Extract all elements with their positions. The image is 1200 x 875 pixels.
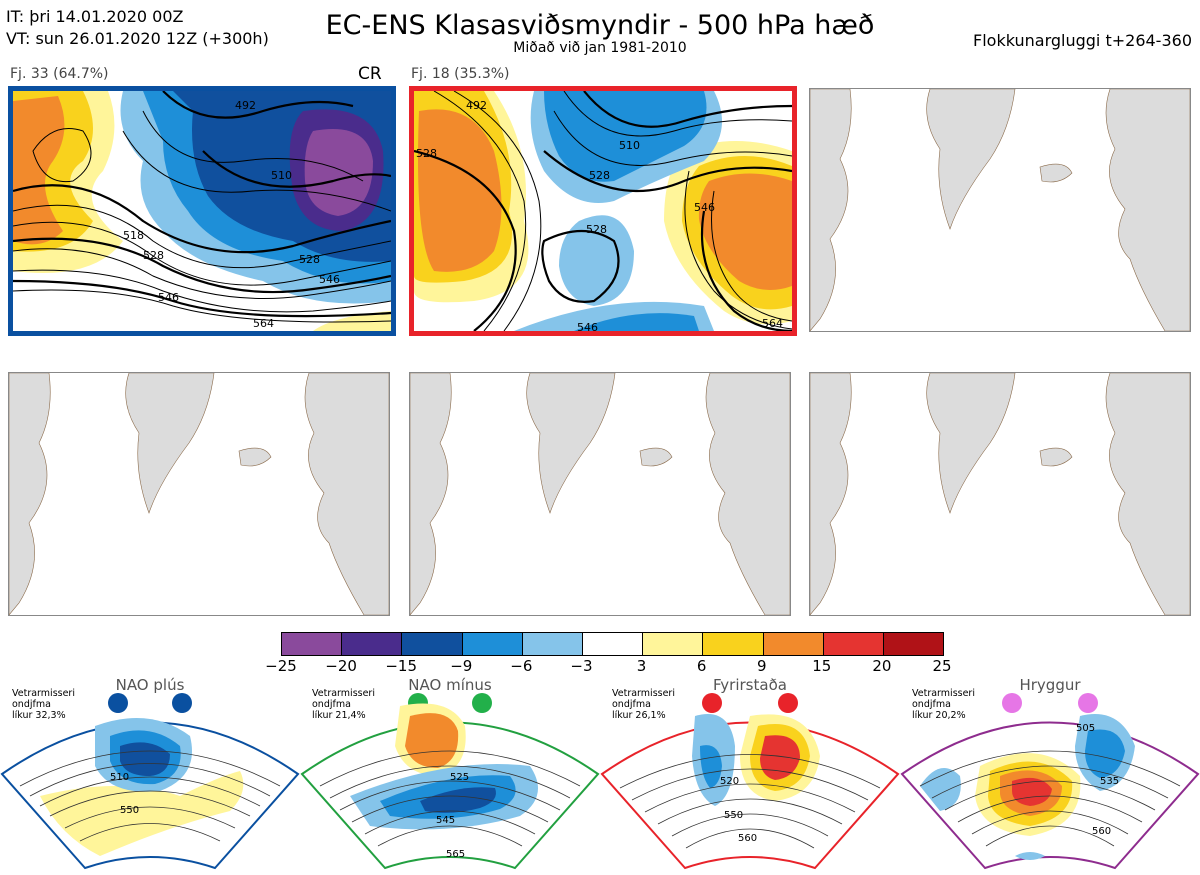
regime-contour-label: 565 <box>446 849 465 860</box>
contour-label: 564 <box>762 317 783 330</box>
colorbar-tick-label: 3 <box>636 657 647 675</box>
regime-dot <box>778 693 798 713</box>
colorbar-tick-label: −15 <box>385 657 417 675</box>
regime-contour-label: 550 <box>120 805 139 816</box>
regime-map: 525 545 565 <box>300 693 600 870</box>
land-outline <box>9 373 389 615</box>
regime-contour-label: 505 <box>1076 723 1095 734</box>
regime-nao-minus: NAO mínus Vetrarmisseri ondjfma líkur 21,4… <box>300 676 600 871</box>
panel-2-label: Fj. 18 (35.3%) <box>411 66 510 82</box>
regime-dot <box>108 693 128 713</box>
colorbar-swatch <box>282 633 343 655</box>
colorbar-tick-label: −20 <box>325 657 357 675</box>
empty-map-4 <box>8 372 390 616</box>
colorbar-tick-label: 9 <box>756 657 767 675</box>
contour-label: 546 <box>694 201 715 214</box>
colorbar-tick-label: 20 <box>872 657 892 675</box>
cluster-map-1: 492 510 518 528 546 564 528 546 <box>8 86 396 336</box>
colorbar-swatch <box>582 633 644 655</box>
regime-note: Vetrarmisseri ondjfma líkur 32,3% <box>12 688 75 721</box>
regime-contour-label: 560 <box>1092 826 1111 837</box>
regime-contour-label: 510 <box>110 772 129 783</box>
regime-title: Hryggur <box>1019 676 1081 694</box>
contour-label: 492 <box>235 99 256 112</box>
colorbar-tick-label: −9 <box>450 657 473 675</box>
regime-contour-label: 525 <box>450 772 469 783</box>
contour-label: 528 <box>143 249 164 262</box>
colorbar-tick-label: −3 <box>570 657 593 675</box>
contour-label: 518 <box>123 229 144 242</box>
colorbar-swatch <box>703 633 764 655</box>
colorbar <box>281 632 944 656</box>
contour-label: 546 <box>577 321 598 331</box>
contour-label: 510 <box>271 169 292 182</box>
panel-1-label: Fj. 33 (64.7%) <box>10 66 109 82</box>
contour-label: 564 <box>253 317 274 330</box>
contour-label: 492 <box>466 99 487 112</box>
regime-map: 510 550 <box>0 693 300 870</box>
contour-label: 546 <box>319 273 340 286</box>
empty-map-3 <box>809 88 1191 332</box>
cluster-map-2-graphic: 492 510 528 528 546 528 546 564 <box>414 91 792 331</box>
colorbar-tick-label: 6 <box>696 657 707 675</box>
regime-nao-plus: NAO plús Vetrarmisseri ondjfma líkur 32,3%… <box>0 676 300 871</box>
regime-ridge: Hryggur Vetrarmisseri ondjfma líkur 20,2% … <box>900 676 1200 871</box>
regime-blocking: Fyrirstaða Vetrarmisseri ondjfma líkur 26,… <box>600 676 900 871</box>
contour-label: 528 <box>589 169 610 182</box>
colorbar-swatch <box>643 633 704 655</box>
colorbar-swatch <box>823 633 884 655</box>
page-title: EC-ENS Klasasviðsmyndir - 500 hPa hæð <box>325 10 875 41</box>
colorbar-tick-label: −6 <box>510 657 533 675</box>
cluster-map-2: 492 510 528 528 546 528 546 564 <box>409 86 797 336</box>
cluster-map-1-graphic: 492 510 518 528 546 564 528 546 <box>13 91 391 331</box>
regime-contour-label: 550 <box>724 810 743 821</box>
colorbar-swatch <box>402 633 463 655</box>
contour-label: 528 <box>416 147 437 160</box>
regime-note: Vetrarmisseri ondjfma líkur 20,2% <box>912 688 975 721</box>
contour-label: 546 <box>158 291 179 304</box>
regime-title: Fyrirstaða <box>713 676 787 694</box>
land-outline <box>810 89 1190 331</box>
regime-note: Vetrarmisseri ondjfma líkur 21,4% <box>312 688 375 721</box>
colorbar-swatch <box>763 633 824 655</box>
cluster-window: Flokkunargluggi t+264-360 <box>973 31 1192 50</box>
regime-note: Vetrarmisseri ondjfma líkur 26,1% <box>612 688 675 721</box>
regime-dot <box>702 693 722 713</box>
regime-title: NAO mínus <box>408 676 492 694</box>
colorbar-swatch <box>462 633 523 655</box>
empty-map-5 <box>409 372 791 616</box>
panel-1-tag: CR <box>358 64 382 84</box>
regime-dot <box>1002 693 1022 713</box>
valid-time: VT: sun 26.01.2020 12Z (+300h) <box>6 29 269 48</box>
regime-contour-label: 560 <box>738 833 757 844</box>
colorbar-swatch <box>522 633 583 655</box>
colorbar-swatch <box>883 633 944 655</box>
empty-map-6 <box>809 372 1191 616</box>
colorbar-tick-label: −25 <box>265 657 297 675</box>
regime-contour-label: 535 <box>1100 776 1119 787</box>
colorbar-ticks: −25 −20 −15 −9 −6 −3 3 6 9 15 20 25 <box>265 657 951 675</box>
run-info: IT: þri 14.01.2020 00Z VT: sun 26.01.202… <box>6 6 269 50</box>
page-subtitle: Miðað við jan 1981-2010 <box>513 40 687 56</box>
land-outline <box>410 373 790 615</box>
contour-label: 528 <box>586 223 607 236</box>
contour-label: 510 <box>619 139 640 152</box>
regime-contour-label: 545 <box>436 815 455 826</box>
regime-contour-label: 520 <box>720 776 739 787</box>
regime-map: 505 535 560 <box>900 693 1200 870</box>
init-time: IT: þri 14.01.2020 00Z <box>6 7 184 26</box>
colorbar-tick-label: 25 <box>932 657 952 675</box>
regime-map: 520 550 560 <box>600 693 900 870</box>
regime-dot <box>472 693 492 713</box>
regime-dot <box>172 693 192 713</box>
regime-dot <box>1078 693 1098 713</box>
regime-title: NAO plús <box>115 676 185 694</box>
colorbar-tick-label: 15 <box>812 657 832 675</box>
colorbar-swatch <box>342 633 403 655</box>
contour-label: 528 <box>299 253 320 266</box>
land-outline <box>810 373 1190 615</box>
